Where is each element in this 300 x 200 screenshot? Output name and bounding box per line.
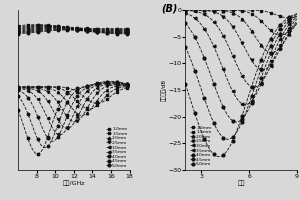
Legend: 1.0mm, 1.5mm, 2.0mm, 2.5mm, 3.0mm, 3.5mm, 4.0mm, 4.5mm, 5.0mm: 1.0mm, 1.5mm, 2.0mm, 2.5mm, 3.0mm, 3.5mm… — [106, 127, 128, 168]
X-axis label: 频率: 频率 — [238, 181, 245, 186]
Y-axis label: 反射损耗/dB: 反射损耗/dB — [161, 79, 167, 101]
Text: (B): (B) — [161, 4, 177, 14]
X-axis label: 频率/GHz: 频率/GHz — [62, 181, 85, 186]
Legend: 1.0mm, 1.5mm, 2.0mm, 2.5mm, 3.0mm, 3.5mm, 4.0mm, 4.5mm, 5.0mm: 1.0mm, 1.5mm, 2.0mm, 2.5mm, 3.0mm, 3.5mm… — [190, 126, 211, 166]
